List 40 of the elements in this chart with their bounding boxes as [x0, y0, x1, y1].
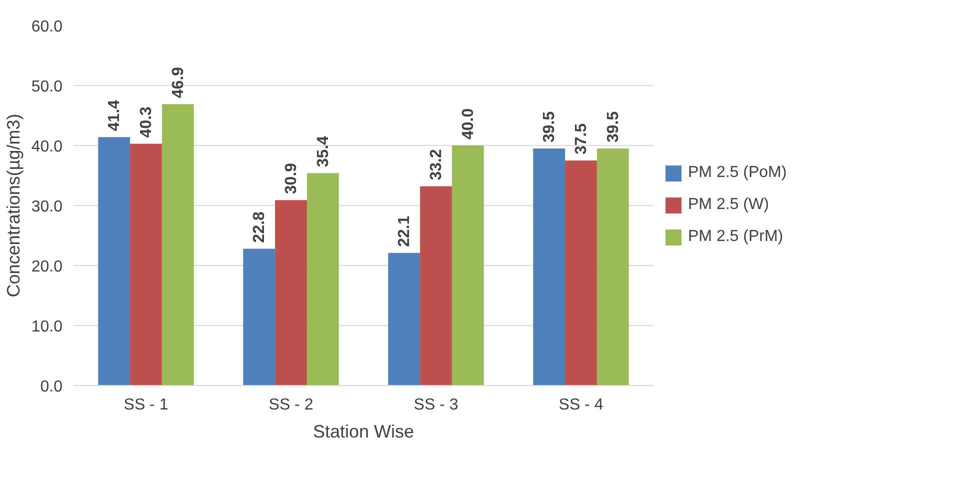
bar [275, 200, 307, 386]
x-tick-label: SS - 2 [268, 396, 314, 414]
text: 40.0 [460, 108, 477, 140]
x-tick-label: SS - 3 [414, 396, 458, 414]
bar [162, 104, 194, 386]
text: 40.3 [138, 106, 155, 138]
text: 37.5 [573, 123, 590, 154]
text: 30.9 [283, 162, 300, 194]
legend-label: PM 2.5 (PoM) [688, 164, 787, 182]
bar [596, 148, 629, 386]
y-tick-label: 60.0 [31, 18, 63, 36]
legend-label: PM 2.5 (PrM) [688, 228, 784, 246]
bar [98, 137, 130, 386]
text: 35.4 [314, 136, 332, 168]
bar [388, 252, 420, 386]
y-tick-label: 10.0 [31, 318, 63, 336]
y-tick-label: 30.0 [31, 198, 63, 216]
bar [306, 173, 339, 386]
text: 39.5 [604, 111, 622, 142]
text: 41.4 [106, 100, 124, 132]
bar [130, 144, 162, 386]
bar [243, 248, 276, 386]
y-tick-label: 50.0 [31, 78, 63, 96]
bar [452, 146, 484, 386]
x-tick-label: SS - 1 [124, 396, 168, 414]
x-axis-title: Station Wise [312, 422, 414, 442]
y-tick-label: 40.0 [31, 138, 63, 156]
bar [533, 148, 566, 386]
text: 22.1 [396, 216, 414, 247]
y-tick-label: 20.0 [31, 258, 63, 276]
text: 22.8 [251, 212, 268, 243]
bar [565, 160, 597, 386]
text: 46.9 [170, 66, 187, 98]
bar [420, 186, 452, 386]
text: 33.2 [428, 149, 445, 180]
y-tick-label: 0.0 [40, 378, 63, 396]
x-tick-label: SS - 4 [558, 396, 604, 414]
y-axis-title: Concentrations(µg/m3) [3, 114, 24, 298]
legend-label: PM 2.5 (W) [688, 196, 769, 214]
text: 39.5 [541, 111, 558, 142]
